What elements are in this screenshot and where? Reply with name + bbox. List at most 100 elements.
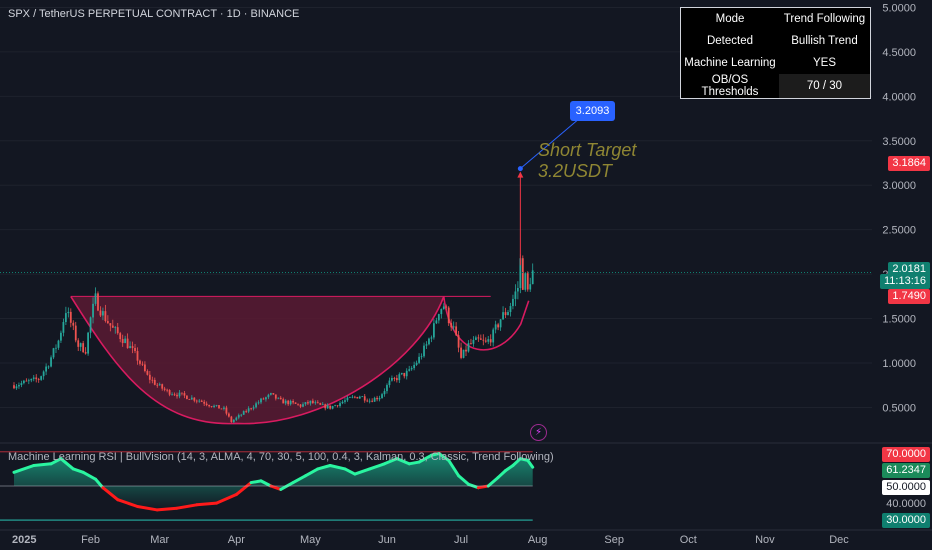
candle (119, 331, 122, 343)
candle-body (15, 386, 18, 389)
candle (148, 371, 151, 384)
rsi-segment (269, 484, 283, 491)
candle (445, 304, 448, 310)
candle (447, 306, 450, 326)
candle (294, 402, 297, 405)
candle-body (487, 339, 490, 342)
rsi-segment (511, 457, 522, 467)
candle-body (353, 396, 356, 398)
candle (176, 392, 178, 399)
candle-body (220, 408, 223, 410)
candle (499, 319, 502, 331)
candle-body (104, 311, 107, 322)
candle-body (188, 399, 191, 400)
candle (353, 395, 356, 399)
candle (319, 402, 322, 406)
candle-body (457, 335, 460, 348)
candle (45, 363, 48, 376)
candle-body (470, 343, 472, 344)
candle-body (35, 377, 38, 380)
candle-body (356, 397, 359, 399)
candle (114, 326, 117, 334)
rsi-segment (249, 479, 263, 485)
candle (242, 410, 245, 415)
candle-body (225, 407, 228, 414)
candle-body (289, 400, 292, 405)
candle (205, 401, 208, 407)
candle-body (319, 403, 322, 405)
candle (168, 389, 171, 397)
candle-body (153, 379, 156, 385)
candle-body (358, 396, 361, 399)
candle (25, 378, 28, 382)
candle (87, 331, 89, 356)
candle-body (79, 343, 82, 347)
candle (245, 409, 248, 414)
candle (84, 347, 87, 355)
candle (307, 400, 309, 406)
candle (462, 349, 465, 359)
candle-body (190, 397, 193, 400)
candle-body (124, 338, 127, 344)
candle (418, 353, 420, 365)
candle (477, 334, 480, 342)
candle (420, 353, 423, 360)
candle-body (282, 399, 285, 404)
candle (395, 374, 398, 383)
candle-body (302, 404, 304, 407)
candle-body (215, 405, 218, 406)
info-value: 70 / 30 (779, 74, 871, 99)
candle-body (363, 396, 366, 401)
target-callout[interactable]: 3.2093 (570, 101, 615, 121)
candle (440, 308, 443, 319)
candle-body (504, 312, 507, 316)
candle-body (304, 402, 307, 405)
candle (178, 389, 181, 399)
candle (403, 372, 406, 379)
candle-body (121, 339, 124, 344)
candle (208, 404, 211, 408)
candle-body (341, 401, 344, 404)
candle-body (445, 306, 448, 308)
candle-body (383, 391, 386, 395)
info-row: Mode Trend Following (681, 8, 871, 31)
candle-body (102, 311, 104, 316)
symbol-title[interactable]: SPX / TetherUS PERPETUAL CONTRACT · 1D ·… (8, 8, 300, 20)
candle (455, 322, 458, 336)
candle (158, 382, 161, 386)
candle-body (151, 379, 154, 381)
candle-body (161, 384, 164, 389)
candle-body (50, 357, 52, 367)
candle (526, 271, 529, 292)
candle-body (47, 366, 50, 368)
candle-body (166, 389, 169, 391)
x-tick-label: Nov (755, 534, 775, 546)
candle (287, 399, 290, 406)
candle (255, 401, 257, 409)
candle (344, 397, 346, 404)
lightning-icon[interactable]: ⚡ (530, 424, 547, 441)
indicator-title[interactable]: Machine Learning RSI | BullVision (14, 3… (8, 451, 554, 463)
candle (428, 337, 430, 346)
candle-body (218, 405, 220, 409)
candle-body (391, 377, 393, 381)
candle (40, 375, 43, 381)
candle-body (119, 333, 122, 340)
rsi-segment (303, 467, 320, 478)
candle-body (57, 340, 60, 348)
y-tick-label: 4.0000 (882, 91, 916, 103)
callout-leader (520, 117, 581, 170)
candle-body (82, 343, 85, 353)
candle (329, 405, 332, 410)
candle-body (272, 393, 275, 395)
info-value: Bullish Trend (791, 35, 858, 47)
candle-body (27, 380, 30, 382)
candle (50, 355, 52, 368)
candle (106, 315, 109, 324)
candle (203, 399, 206, 407)
candle-body (299, 404, 302, 407)
candle (198, 398, 201, 403)
candle (336, 405, 339, 408)
